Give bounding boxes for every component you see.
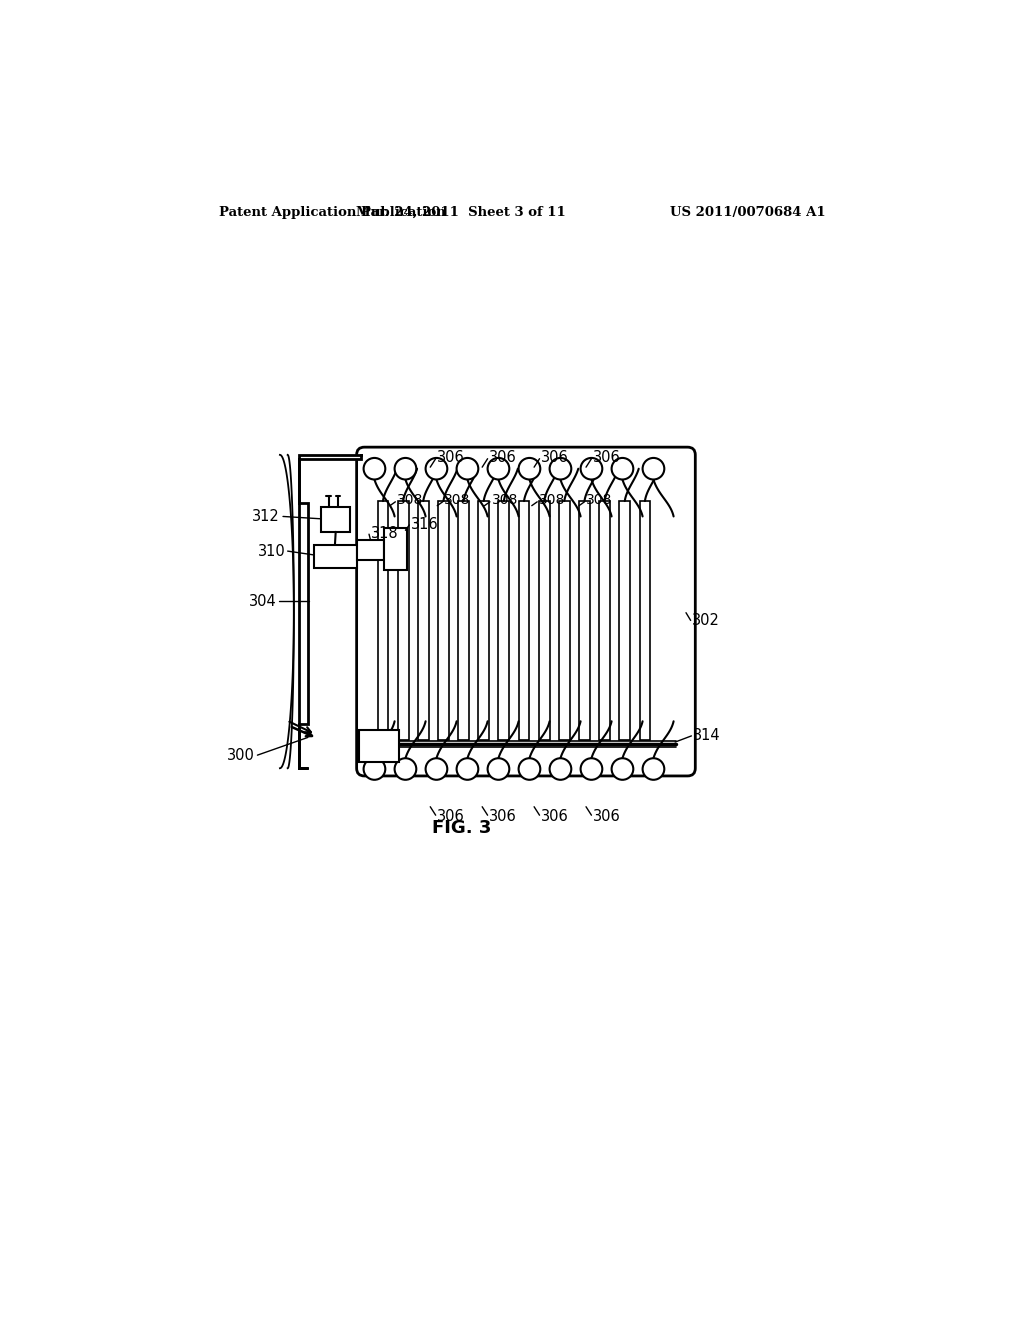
Bar — [478, 502, 489, 739]
Text: Mar. 24, 2011  Sheet 3 of 11: Mar. 24, 2011 Sheet 3 of 11 — [356, 206, 566, 219]
Text: 308: 308 — [492, 494, 518, 507]
Circle shape — [487, 758, 509, 780]
Circle shape — [611, 758, 633, 780]
Circle shape — [457, 758, 478, 780]
Circle shape — [457, 458, 478, 479]
Bar — [438, 502, 449, 739]
Circle shape — [550, 458, 571, 479]
Circle shape — [364, 758, 385, 780]
Circle shape — [550, 758, 571, 780]
Circle shape — [643, 758, 665, 780]
Text: 308: 308 — [397, 494, 423, 507]
Circle shape — [611, 458, 633, 479]
Text: 314: 314 — [693, 729, 721, 743]
Circle shape — [518, 758, 541, 780]
Text: 306: 306 — [593, 450, 621, 465]
Circle shape — [581, 758, 602, 780]
Bar — [321, 507, 350, 532]
Text: 302: 302 — [692, 612, 720, 628]
Text: 316: 316 — [411, 516, 438, 532]
Text: 306: 306 — [437, 450, 465, 465]
Text: 306: 306 — [541, 809, 568, 824]
Circle shape — [518, 458, 541, 479]
Bar — [579, 502, 590, 739]
Text: 308: 308 — [444, 494, 471, 507]
Text: 310: 310 — [258, 544, 286, 558]
Bar — [458, 502, 469, 739]
Text: 318: 318 — [371, 525, 398, 541]
Polygon shape — [299, 455, 361, 768]
Circle shape — [426, 458, 447, 479]
Text: Patent Application Publication: Patent Application Publication — [219, 206, 446, 219]
Bar — [418, 502, 429, 739]
Text: 308: 308 — [586, 494, 612, 507]
Bar — [640, 502, 650, 739]
Circle shape — [487, 458, 509, 479]
Bar — [620, 502, 630, 739]
Text: 306: 306 — [437, 809, 465, 824]
Bar — [397, 502, 409, 739]
Bar — [559, 502, 569, 739]
Bar — [499, 502, 509, 739]
Text: 312: 312 — [252, 510, 280, 524]
Bar — [378, 502, 388, 739]
Text: FIG. 3: FIG. 3 — [431, 820, 490, 837]
Text: US 2011/0070684 A1: US 2011/0070684 A1 — [671, 206, 826, 219]
Text: 308: 308 — [539, 494, 565, 507]
Bar — [599, 502, 610, 739]
Circle shape — [581, 458, 602, 479]
Text: 300: 300 — [226, 747, 254, 763]
Text: 306: 306 — [593, 809, 621, 824]
Circle shape — [394, 758, 417, 780]
Text: 306: 306 — [489, 450, 517, 465]
Bar — [384, 528, 407, 570]
FancyBboxPatch shape — [356, 447, 695, 776]
Text: 304: 304 — [249, 594, 276, 609]
Bar — [518, 502, 529, 739]
Text: 306: 306 — [489, 809, 517, 824]
Bar — [539, 502, 550, 739]
Circle shape — [364, 458, 385, 479]
Circle shape — [643, 458, 665, 479]
Text: 306: 306 — [541, 450, 568, 465]
Circle shape — [394, 458, 417, 479]
Bar — [314, 545, 356, 568]
Circle shape — [426, 758, 447, 780]
Bar — [356, 540, 384, 561]
Bar — [359, 730, 399, 762]
